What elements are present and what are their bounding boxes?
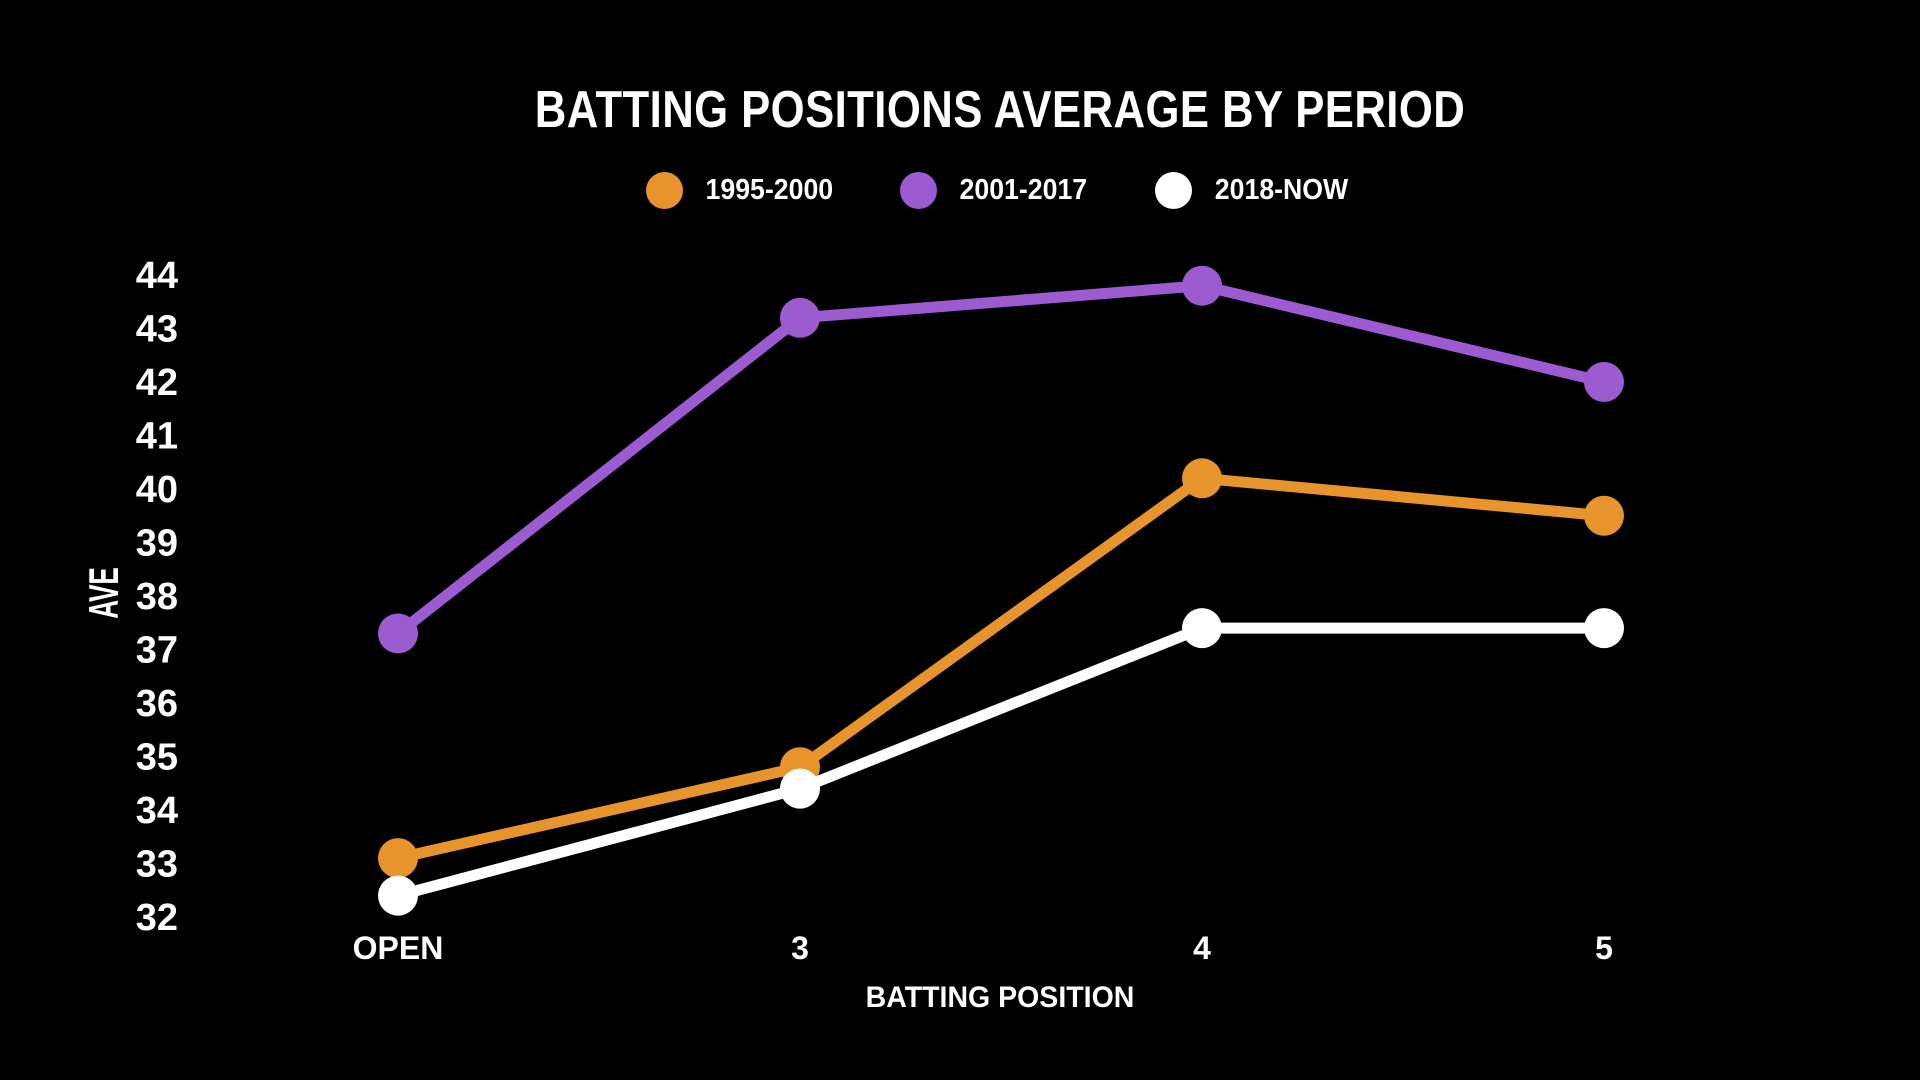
y-tick-label: 44	[136, 255, 178, 297]
legend-label: 1995-2000	[705, 174, 833, 206]
legend-item-2018-now: 2018-NOW	[1155, 172, 1354, 209]
y-tick-label: 34	[136, 790, 178, 832]
y-tick-label: 43	[136, 309, 178, 351]
legend-dot-icon	[900, 172, 938, 209]
x-axis-title: BATTING POSITION	[865, 981, 1135, 1014]
data-point-2001-2017-4	[1182, 265, 1222, 306]
series-line-2001-2017	[392, 280, 1610, 639]
data-point-1995-2000-5	[1584, 495, 1624, 536]
legend-item-2001-2017: 2001-2017	[900, 172, 1093, 209]
x-tick-label: 5	[1595, 930, 1613, 966]
legend-label: 2018-NOW	[1214, 174, 1349, 206]
legend-dot-icon	[1155, 172, 1193, 209]
data-point-2018-now-open	[378, 875, 418, 916]
data-point-1995-2000-4	[1182, 458, 1222, 499]
y-tick-label: 38	[136, 576, 178, 618]
data-point-2018-now-3	[780, 768, 820, 809]
y-tick-label: 33	[136, 844, 178, 886]
series-line-1995-2000	[392, 472, 1610, 864]
data-point-2018-now-4	[1182, 608, 1222, 649]
y-tick-label: 40	[136, 469, 178, 511]
data-point-2018-now-5	[1584, 608, 1624, 649]
y-tick-label: 36	[136, 683, 178, 725]
series-line-2018-now	[392, 622, 1610, 902]
x-tick-label: 3	[791, 930, 809, 966]
legend: 1995-2000 2001-2017 2018-NOW	[80, 172, 1920, 209]
y-tick-label: 35	[136, 737, 178, 779]
chart-title: BATTING POSITIONS AVERAGE BY PERIOD	[534, 81, 1466, 139]
data-point-2001-2017-3	[780, 297, 820, 338]
y-tick-label: 37	[136, 630, 178, 672]
legend-dot-icon	[645, 172, 683, 209]
data-point-1995-2000-open	[378, 838, 418, 879]
x-tick-label: 4	[1193, 930, 1211, 966]
x-tick-label: OPEN	[353, 930, 444, 966]
y-tick-label: 39	[136, 523, 178, 565]
y-tick-label: 42	[136, 362, 178, 404]
data-point-2001-2017-open	[378, 613, 418, 654]
legend-label: 2001-2017	[960, 174, 1088, 206]
data-point-2001-2017-5	[1584, 362, 1624, 402]
y-tick-label: 41	[136, 416, 178, 458]
legend-item-1995-2000: 1995-2000	[645, 172, 839, 209]
y-tick-label: 32	[136, 897, 178, 939]
